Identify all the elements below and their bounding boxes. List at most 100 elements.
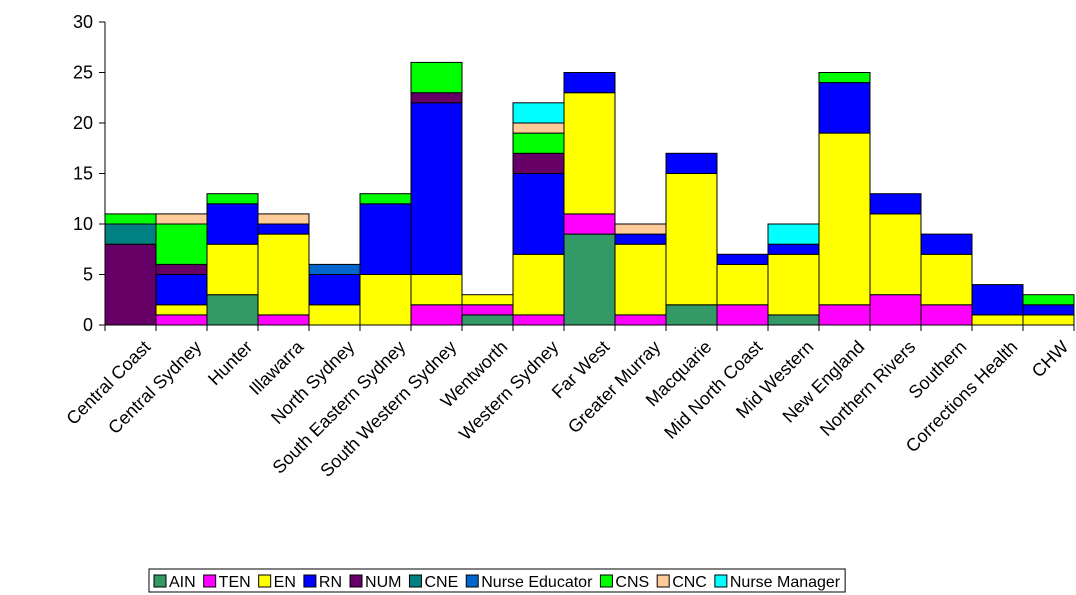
bar-segment-en xyxy=(869,213,922,296)
bar-segment-nurse-educator xyxy=(308,263,361,275)
bar-segment-en xyxy=(206,243,259,296)
legend-swatch xyxy=(408,574,422,588)
bar-segment-cns xyxy=(1022,294,1075,306)
bar-segment-rn xyxy=(512,173,565,255)
legend: AIN TEN EN RN NUM CNE Nurse Educator CNS CNC Nurs… xyxy=(148,568,846,593)
bar-segment-cnc xyxy=(512,122,565,134)
bars xyxy=(104,61,1075,326)
bar-segment-rn xyxy=(818,82,871,134)
legend-entry-label: RN xyxy=(319,574,342,591)
bar-segment-ten xyxy=(461,304,514,316)
bar-segment-ten xyxy=(920,304,973,326)
bar-segment-cnc xyxy=(155,213,208,225)
y-tick-label: 30 xyxy=(73,12,93,32)
bar-segment-rn xyxy=(359,203,412,275)
bar-segment-rn xyxy=(869,193,922,215)
bar-segment-rn xyxy=(410,102,463,275)
bar-segment-en xyxy=(563,92,616,215)
legend-swatch xyxy=(465,574,479,588)
y-axis: 0 5 10 15 20 25 30 xyxy=(73,12,105,335)
bar-segment-ten xyxy=(818,304,871,326)
bar-segment-nurse-manager xyxy=(512,102,565,124)
bar-segment-ten xyxy=(563,213,616,235)
bar-segment-ain xyxy=(767,314,820,326)
bar-segment-rn xyxy=(563,72,616,94)
legend-swatch xyxy=(203,574,217,588)
bar-segment-en xyxy=(512,253,565,316)
bar-segment-rn xyxy=(614,233,667,245)
bar-segment-ten xyxy=(155,314,208,326)
bar-segment-en xyxy=(767,253,820,316)
bar-segment-ain xyxy=(461,314,514,326)
bar-segment-rn xyxy=(716,253,769,265)
legend-entry-label: CNC xyxy=(672,574,707,591)
bar-segment-en xyxy=(257,233,310,316)
x-category-label: Central Sydney xyxy=(104,337,205,438)
legend-swatch xyxy=(349,574,363,588)
bar-segment-en xyxy=(818,132,871,306)
x-category-label: CHW xyxy=(1028,337,1073,382)
bar-segment-rn xyxy=(665,152,718,175)
legend-swatch xyxy=(656,574,670,588)
legend-entry-label: AIN xyxy=(169,574,196,591)
legend-swatch xyxy=(258,574,272,588)
legend-swatch xyxy=(303,574,317,588)
bar-segment-cnc xyxy=(614,223,667,235)
bar-segment-cns xyxy=(206,193,259,205)
bar-segment-rn xyxy=(920,233,973,255)
bar-segment-cns xyxy=(512,132,565,154)
bar-segment-en xyxy=(410,274,463,306)
bar-segment-num xyxy=(512,152,565,175)
bar-segment-num xyxy=(155,263,208,275)
bar-segment-rn xyxy=(257,223,310,235)
bar-segment-ten xyxy=(410,304,463,326)
legend-swatch xyxy=(153,574,167,588)
legend-entry-label: Nurse Manager xyxy=(730,574,841,591)
y-tick-label: 25 xyxy=(73,63,93,83)
bar-segment-cns xyxy=(359,193,412,205)
legend-entry-label: CNS xyxy=(615,574,649,591)
bar-segment-cnc xyxy=(257,213,310,225)
y-tick-label: 10 xyxy=(73,214,93,234)
bar-segment-en xyxy=(716,263,769,306)
bar-segment-en xyxy=(920,253,973,306)
bar-segment-en xyxy=(614,243,667,316)
bar-segment-ten xyxy=(614,314,667,326)
x-category-label: Greater Murray xyxy=(564,337,664,437)
bar-segment-en xyxy=(155,304,208,316)
bar-segment-cne xyxy=(104,223,157,245)
bar-segment-cns xyxy=(155,223,208,265)
legend-entry-label: NUM xyxy=(365,574,401,591)
bar-segment-ten xyxy=(257,314,310,326)
bar-segment-rn xyxy=(1022,304,1075,316)
legend-swatch xyxy=(599,574,613,588)
bar-segment-en xyxy=(971,314,1024,326)
bar-segment-rn xyxy=(155,274,208,306)
bar-segment-cns xyxy=(104,213,157,225)
bar-segment-en xyxy=(461,294,514,306)
legend-entry-label: EN xyxy=(274,574,296,591)
bar-segment-num xyxy=(104,243,157,326)
legend-frame xyxy=(148,568,846,593)
bar-segment-rn xyxy=(971,284,1024,316)
bar-segment-ain xyxy=(665,304,718,326)
bar-segment-ain xyxy=(206,294,259,326)
y-tick-label: 15 xyxy=(73,164,93,184)
bar-segment-num xyxy=(410,92,463,104)
bar-segment-en xyxy=(665,173,718,306)
bar-segment-rn xyxy=(206,203,259,245)
axis-lines xyxy=(104,22,1075,331)
legend-entry-label: Nurse Educator xyxy=(481,574,593,591)
y-tick-label: 20 xyxy=(73,113,93,133)
y-tick-label: 5 xyxy=(83,265,93,285)
bar-segment-en xyxy=(1022,314,1075,326)
bar-segment-ten xyxy=(869,294,922,326)
bar-segment-en xyxy=(359,274,412,326)
bar-segment-cns xyxy=(410,61,463,94)
bar-segment-cns xyxy=(818,72,871,84)
bar-segment-ten xyxy=(512,314,565,326)
bar-segment-ten xyxy=(716,304,769,326)
legend-entry-label: TEN xyxy=(219,574,251,591)
y-tick-label: 0 xyxy=(83,315,93,335)
